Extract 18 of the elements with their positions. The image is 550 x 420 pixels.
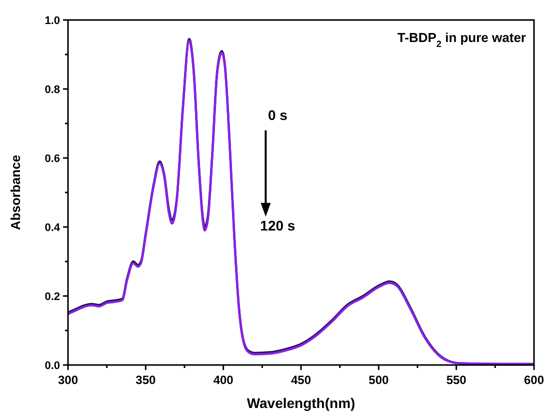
x-tick-label: 400 — [213, 373, 234, 387]
y-axis-title: Absorbance — [8, 154, 23, 230]
y-tick-label: 1.0 — [44, 15, 60, 27]
x-tick-label: 350 — [136, 373, 156, 387]
y-tick-label: 0.6 — [44, 153, 60, 165]
x-axis-title: Wavelength(nm) — [246, 395, 356, 411]
x-tick-label: 550 — [446, 373, 467, 387]
y-tick-label: 0.8 — [44, 84, 60, 96]
y-tick-label: 0.2 — [44, 291, 60, 303]
annotation: T-BDP$_{2}$ in pure water — [397, 30, 526, 49]
x-tick-label: 500 — [368, 373, 389, 387]
x-tick-label: 450 — [290, 373, 312, 387]
y-tick-label: 0.4 — [44, 222, 61, 234]
annotation: 120 s — [260, 217, 296, 234]
x-tick-label: 600 — [524, 373, 544, 387]
annotation: 0 s — [268, 107, 288, 124]
x-tick-label: 300 — [58, 373, 78, 387]
y-tick-label: 0.0 — [44, 360, 60, 372]
